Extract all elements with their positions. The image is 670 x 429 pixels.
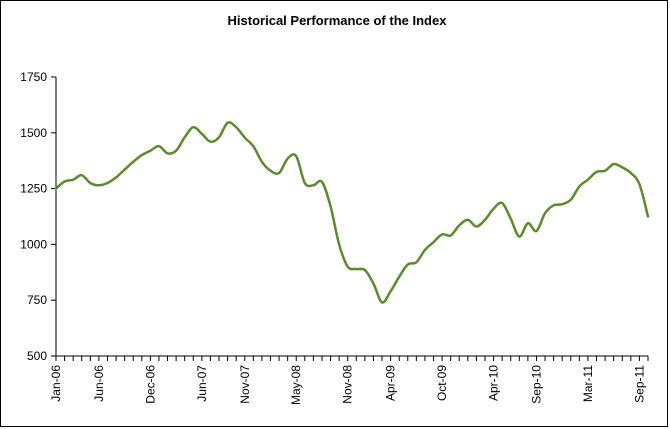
y-tick-label: 750 bbox=[27, 293, 47, 307]
x-tick-label: Nov-08 bbox=[341, 365, 355, 404]
y-tick-label: 1500 bbox=[20, 126, 47, 140]
x-tick-label: Sep-11 bbox=[632, 365, 646, 403]
x-tick-label: Jan-06 bbox=[49, 365, 63, 402]
x-tick-label: Dec-06 bbox=[143, 365, 157, 404]
x-tick-label: Apr-09 bbox=[384, 365, 398, 401]
x-tick-label: Nov-07 bbox=[238, 365, 252, 404]
y-tick-label: 1750 bbox=[20, 70, 47, 84]
y-tick-label: 1000 bbox=[20, 237, 47, 251]
chart-title: Historical Performance of the Index bbox=[228, 13, 448, 28]
x-tick-label: Sep-10 bbox=[529, 365, 543, 404]
x-tick-label: Mar-11 bbox=[581, 365, 595, 402]
x-tick-label: May-08 bbox=[289, 365, 303, 405]
y-tick-label: 500 bbox=[27, 349, 47, 363]
x-tick-label: Jun-06 bbox=[92, 365, 106, 402]
series-line bbox=[54, 121, 650, 304]
x-tick-label: Oct-09 bbox=[435, 365, 449, 401]
x-tick-label: Apr-10 bbox=[487, 365, 501, 401]
y-tick-label: 1250 bbox=[20, 182, 47, 196]
x-tick-label: Jun-07 bbox=[195, 365, 209, 402]
